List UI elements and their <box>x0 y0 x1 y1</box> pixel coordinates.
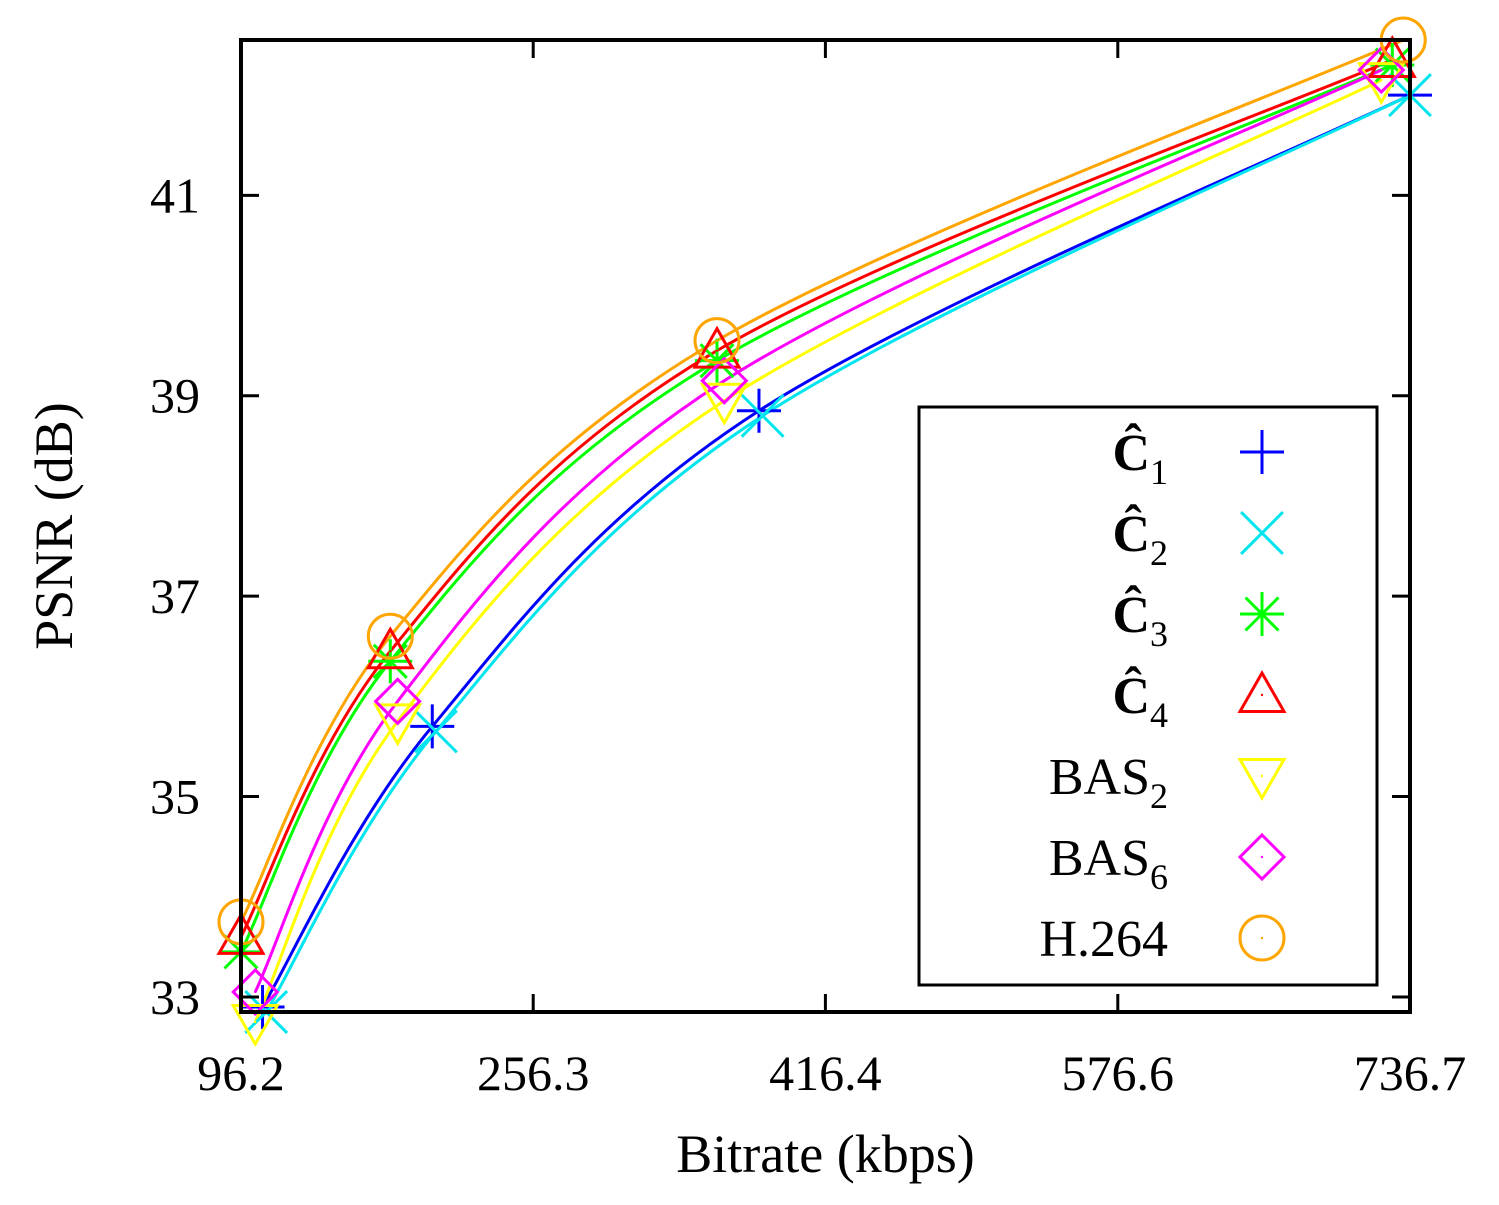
legend-label-subscript: 6 <box>1150 857 1168 897</box>
x-axis-title: Bitrate (kbps) <box>676 1124 974 1184</box>
legend-label: Ĉ1 <box>1112 422 1168 492</box>
legend-entry-2: Ĉ2 <box>1112 503 1284 573</box>
legend-label-name: BAS <box>1049 830 1150 887</box>
point-s3-2 <box>368 639 413 684</box>
x-tick-label: 416.4 <box>769 1045 882 1101</box>
point-s7-3 <box>693 317 741 365</box>
legend-entry-1: Ĉ1 <box>1112 422 1284 492</box>
legend-marker <box>1237 832 1287 882</box>
point-s6-4 <box>1357 45 1406 95</box>
y-tick-label: 35 <box>150 769 200 825</box>
legend-box <box>917 405 1379 987</box>
legend-entry-6: BAS6 <box>1049 830 1287 897</box>
legend-label-subscript: 2 <box>1150 776 1168 816</box>
x-tick-label: 96.2 <box>197 1045 285 1101</box>
legend-entry-4: Ĉ4 <box>1112 665 1287 735</box>
legend-entry-5: BAS2 <box>1049 749 1287 816</box>
legend-entry-3: Ĉ3 <box>1112 584 1284 654</box>
legend-label-subscript: 2 <box>1150 533 1168 573</box>
series-line-5 <box>253 78 1383 1023</box>
y-tick-label: 37 <box>150 568 200 624</box>
legend-label: Ĉ4 <box>1112 665 1168 735</box>
legend-label: BAS2 <box>1049 749 1168 816</box>
legend-marker <box>1240 592 1284 636</box>
legend-label-subscript: 4 <box>1150 695 1168 735</box>
series-layer <box>239 38 1411 1023</box>
legend-label: BAS6 <box>1049 830 1168 897</box>
legend-label-name: Ĉ <box>1112 584 1150 644</box>
legend-label-name: Ĉ <box>1112 665 1150 725</box>
series-line-1 <box>261 93 1411 1008</box>
x-tick-label: 256.3 <box>477 1045 590 1101</box>
series-line-2 <box>264 93 1411 1013</box>
point-s7-2 <box>366 612 414 660</box>
legend-label-name: Ĉ <box>1112 503 1150 563</box>
point-s6-3 <box>700 356 749 405</box>
y-tick-label: 33 <box>150 969 200 1025</box>
x-tick-label: 576.6 <box>1062 1045 1175 1101</box>
point-s6-2 <box>373 677 422 726</box>
legend-label-name: BAS <box>1049 749 1150 806</box>
x-tick-label: 736.7 <box>1354 1045 1467 1101</box>
y-tick-label: 39 <box>150 368 200 424</box>
point-s3-3 <box>694 338 739 383</box>
series-line-3 <box>239 63 1393 953</box>
legend-marker <box>1237 758 1287 802</box>
legend-label-subscript: 1 <box>1150 452 1168 492</box>
legend-label: H.264 <box>1039 911 1168 968</box>
series-line-4 <box>239 58 1393 938</box>
legend-label-name: H.264 <box>1039 911 1168 968</box>
y-axis-title: PSNR (dB) <box>24 402 84 650</box>
point-s2-3 <box>740 393 785 438</box>
legend-label: Ĉ2 <box>1112 503 1168 573</box>
axis-layer: 96.2 256.3 416.4 576.6 736.73335373941Bitrat… <box>24 38 1467 1184</box>
legend-marker <box>1238 914 1286 962</box>
y-tick-label: 41 <box>150 167 200 223</box>
series-line-7 <box>239 38 1404 923</box>
legend-marker <box>1237 669 1287 713</box>
legend-marker <box>1240 511 1284 555</box>
point-s4-2 <box>365 626 415 670</box>
point-s2-2 <box>413 709 458 754</box>
point-s5-1 <box>230 1004 280 1048</box>
legend-entry-7: H.264 <box>1039 911 1286 968</box>
legend-marker <box>1240 430 1284 474</box>
legend-label-name: Ĉ <box>1112 422 1150 482</box>
legend-label-subscript: 3 <box>1150 614 1168 654</box>
series-line-6 <box>253 68 1382 993</box>
legend-label: Ĉ3 <box>1112 584 1168 654</box>
